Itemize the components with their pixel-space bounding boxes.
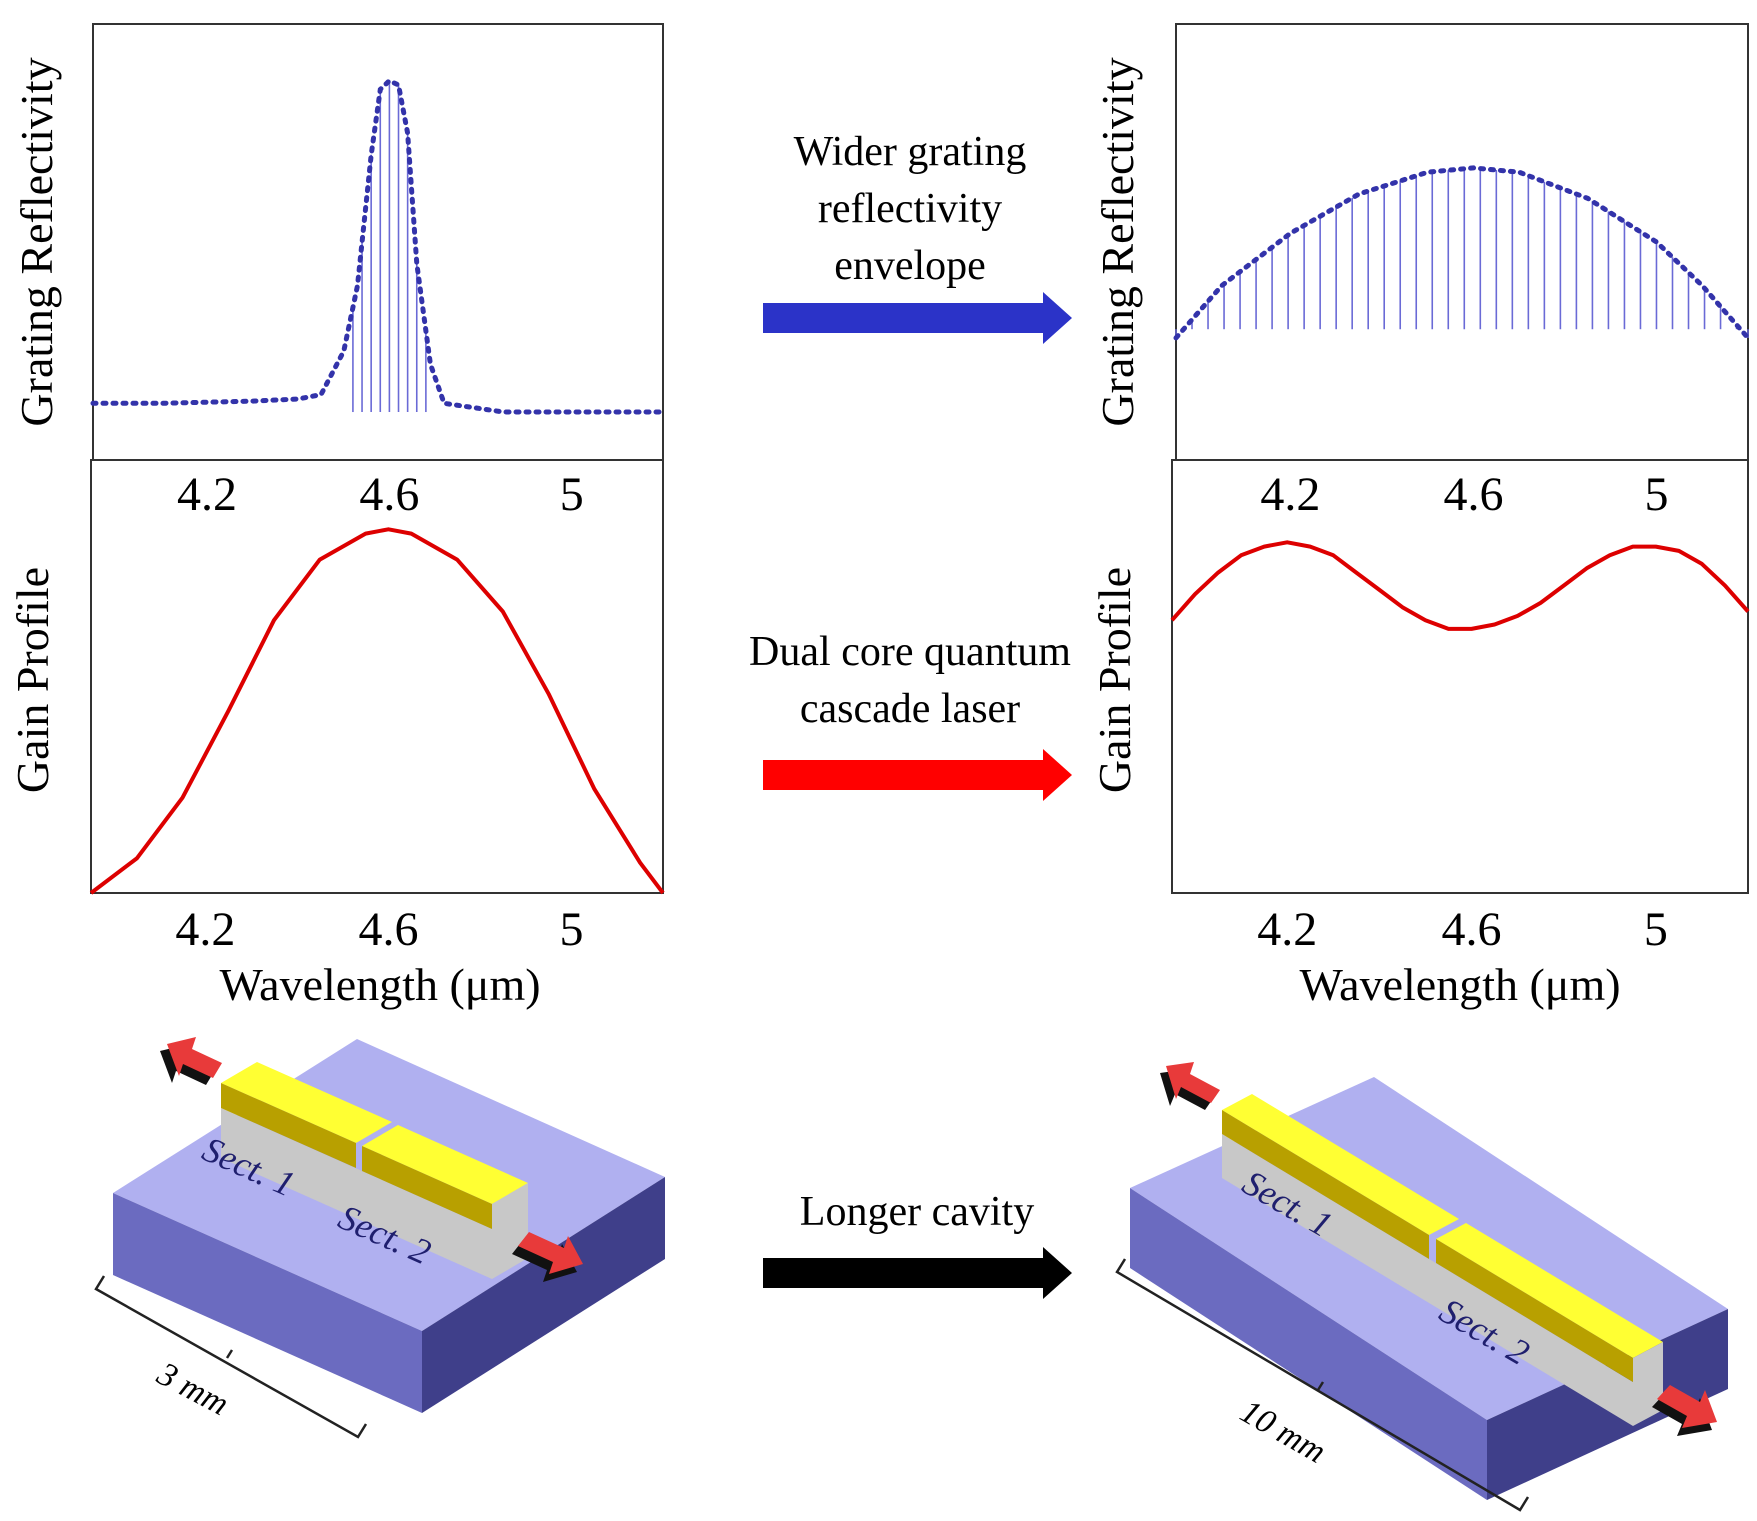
arrow1-caption-line2: reflectivity [818,186,1002,232]
black-arrow [763,1247,1072,1299]
right-gain-panel: Gain Profile Wavelength (μm) [1089,459,1750,1010]
left-ridge-front-section2 [362,1146,492,1229]
right-reflectivity-envelope [1173,165,1751,341]
right-ridge-side [1222,1134,1633,1426]
right-ridge-top-section2 [1436,1223,1663,1358]
left-reflectivity-stems [352,80,427,413]
right-output-arrow-front [1652,1385,1717,1436]
left-substrate-front [113,1193,422,1413]
right-top-ticks: 4.2 4.6 5 [1260,468,1668,521]
left-top-ticks: 4.2 4.6 5 [177,468,584,521]
arrow2-group: Dual core quantum cascade laser [749,629,1072,801]
right-length-bracket-tick [1316,1381,1325,1391]
left-reflectivity-envelope [90,77,666,415]
right-ridge-front-section2 [1436,1239,1633,1382]
left-reflectivity-tick-label: 4.6 [359,468,419,521]
red-arrow [763,749,1072,801]
right-reflectivity-tick-label: 4.2 [1260,468,1320,521]
right-reflectivity-panel: Grating Reflectivity [1092,23,1751,461]
right-reflectivity-stems [1175,168,1749,338]
right-gain-tick-label: 4.6 [1442,903,1502,956]
right-reflectivity-ylabel: Grating Reflectivity [1092,57,1143,426]
right-length-bracket [1115,1258,1530,1512]
right-gain-tick-label: 4.2 [1257,903,1317,956]
left-length-bracket-tick [225,1349,234,1359]
left-ridge-top-section1 [221,1062,392,1143]
left-substrate-side [422,1177,665,1413]
arrow1-caption-line3: envelope [834,243,986,289]
left-ridge-side [221,1108,492,1279]
left-device: Sect. 1 Sect. 2 3 mm [94,1037,665,1439]
arrow1-caption-line1: Wider grating [794,129,1027,175]
arrow2-caption-line1: Dual core quantum [749,629,1071,675]
right-substrate-front [1130,1188,1487,1500]
arrow2-caption-line2: cascade laser [800,686,1020,732]
left-ridge-top-section2 [362,1125,528,1204]
right-gain-tick-label: 5 [1644,903,1668,956]
left-length-bracket [94,1275,368,1439]
right-gain-ylabel: Gain Profile [1089,567,1140,793]
right-reflectivity-tick-label: 5 [1644,468,1668,521]
right-back-arrow [1166,1062,1220,1103]
left-gain-tick-label: 5 [559,903,583,956]
right-xlabel: Wavelength (μm) [1299,959,1620,1010]
arrow1-group: Wider grating reflectivity envelope [763,129,1072,344]
right-output-arrow-back [1160,1062,1220,1110]
right-gain-frame [1171,459,1749,894]
right-gain-curve [1170,540,1750,631]
left-gain-panel: Gain Profile Wavelength (μm) [7,459,665,1010]
right-bottom-ticks: 4.2 4.6 5 [1257,903,1668,956]
right-ridge-top-section1 [1222,1094,1459,1235]
right-length-label: 10 mm [1234,1393,1332,1471]
left-output-arrow-front [512,1232,583,1282]
left-xlabel: Wavelength (μm) [219,959,540,1010]
arrow3-caption: Longer cavity [800,1189,1034,1235]
blue-arrow [763,292,1072,344]
right-ridge-front-section1 [1222,1110,1429,1259]
left-gain-frame [90,459,664,894]
arrow3-group: Longer cavity [763,1189,1072,1299]
left-reflectivity-ylabel: Grating Reflectivity [11,57,62,426]
left-bottom-ticks: 4.2 4.6 5 [175,903,583,956]
right-front-arrow [1657,1385,1717,1428]
left-gain-tick-label: 4.6 [358,903,418,956]
right-reflectivity-frame [1175,23,1749,461]
left-length-label: 3 mm [150,1355,234,1423]
right-device: Sect. 1 Sect. 2 10 mm [1115,1062,1728,1512]
left-gain-curve [89,527,665,895]
right-reflectivity-tick-label: 4.6 [1443,468,1503,521]
left-front-arrow [518,1232,583,1274]
left-reflectivity-tick-label: 4.2 [177,468,237,521]
left-ridge-front-section1 [221,1083,356,1168]
left-gain-tick-label: 4.2 [175,903,235,956]
left-output-arrow-back [160,1037,222,1085]
left-reflectivity-panel: Grating Reflectivity [11,23,666,461]
left-gain-ylabel: Gain Profile [7,567,58,793]
left-back-arrow [167,1037,222,1078]
left-reflectivity-tick-label: 5 [560,468,584,521]
